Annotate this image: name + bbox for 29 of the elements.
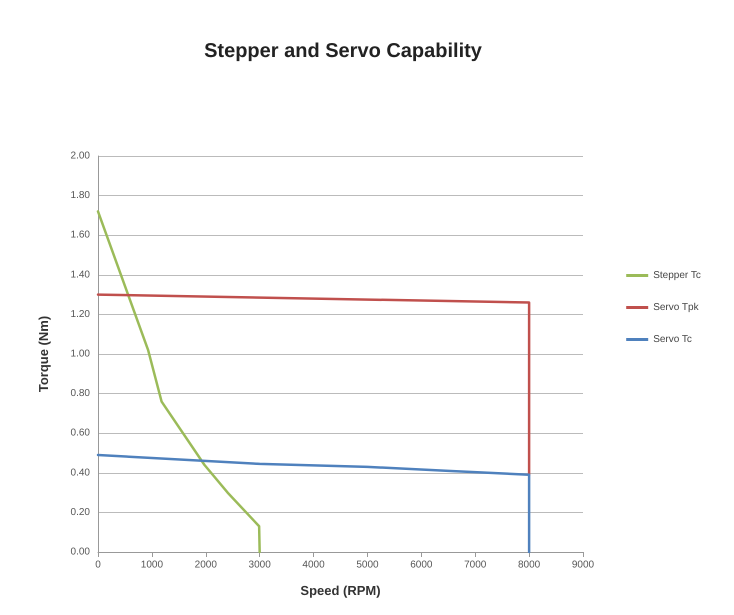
y-tick-label: 1.80 — [70, 190, 90, 202]
x-tick-label: 6000 — [410, 560, 433, 570]
x-tick-label: 4000 — [302, 560, 326, 570]
y-tick-label: 0.00 — [70, 546, 90, 558]
x-tick-label: 1000 — [140, 560, 164, 570]
y-tick-label: 2.00 — [70, 150, 90, 162]
legend-label: Servo Tc — [653, 334, 692, 345]
y-tick-label: 1.60 — [70, 230, 90, 241]
x-tick-label: 5000 — [356, 560, 380, 570]
x-tick-label: 8000 — [518, 560, 541, 570]
y-tick-label: 1.20 — [70, 308, 90, 320]
x-axis-title: Speed (RPM) — [300, 583, 381, 598]
chart-title: Stepper and Servo Capability — [204, 40, 483, 62]
y-tick-label: 0.80 — [70, 388, 90, 400]
line-series — [96, 454, 530, 554]
y-tick-label: 1.00 — [70, 348, 90, 360]
y-tick-label: 0.20 — [70, 506, 90, 518]
y-axis-title: Torque (Nm) — [36, 316, 51, 392]
x-tick-label: 7000 — [464, 560, 487, 570]
x-tick-label: 3000 — [248, 560, 272, 570]
legend-label: Stepper Tc — [653, 270, 701, 281]
x-tick-label: 9000 — [572, 560, 595, 570]
x-tick-label: 2000 — [194, 560, 218, 570]
x-tick-label: 0 — [95, 560, 102, 570]
y-tick-label: 1.40 — [70, 269, 90, 280]
y-tick-label: 0.60 — [70, 428, 90, 439]
line-series — [96, 210, 261, 554]
legend-label: Servo Tpk — [653, 302, 700, 313]
y-tick-label: 0.40 — [70, 467, 90, 478]
